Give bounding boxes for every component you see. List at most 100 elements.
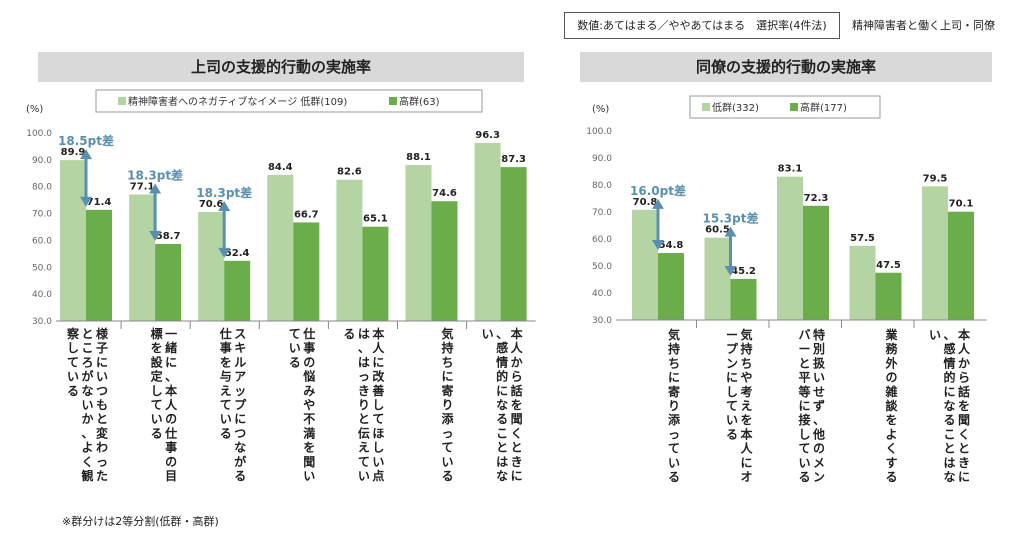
chart2-diff-arrow-head-up-2 [724, 226, 737, 237]
chart1-diff-label-1: 18.5pt差 [58, 133, 114, 148]
chart2-bar-low-4 [849, 245, 876, 320]
chart1-title: 上司の支援的行動の実施率 [191, 58, 371, 76]
chart1-data-label-high-7: 87.3 [501, 154, 526, 165]
chart2-diff-arrow-head-up-1 [652, 198, 664, 209]
chart2-category-label-2: 気持ちや考えを本人にオープンにしている [726, 327, 754, 484]
chart2-bar-low-1 [632, 209, 658, 320]
chart1-data-label-low-3: 70.6 [199, 199, 224, 210]
chart2-legend-label-2: 高群(177) [800, 101, 847, 114]
scale-note: 数値:あてはまる／ややあてはまる 選択率(4件法) [564, 12, 840, 39]
chart1-bar-high-3 [224, 260, 251, 321]
chart2-y-tick-label: 100.0 [586, 127, 612, 137]
chart1-data-label-high-3: 52.4 [225, 248, 250, 259]
chart1-category-label-3: スキルアップにつながる仕事を与えている [219, 326, 248, 483]
chart2-data-label-low-4: 57.5 [850, 233, 875, 244]
chart2-diff-label-1: 16.0pt差 [630, 183, 686, 198]
chart1-bar-low-4 [267, 174, 294, 321]
chart1-y-tick-label: 90.0 [32, 156, 52, 166]
chart2-y-tick-label: 90.0 [592, 154, 612, 164]
chart1-diff-arrow-head-down-3 [218, 247, 231, 258]
chart1-bar-high-1 [86, 209, 112, 321]
chart1-data-label-high-5: 65.1 [363, 214, 388, 225]
chart2-bar-high-1 [658, 253, 684, 320]
chart1-diff-arrow-head-down-1 [80, 196, 92, 207]
chart2-bar-low-5 [922, 186, 948, 320]
chart1-legend-swatch-1 [118, 97, 126, 105]
chart1-bar-high-2 [155, 243, 182, 321]
chart1-data-label-low-7: 96.3 [475, 130, 500, 141]
chart1-y-tick-label: 30.0 [32, 317, 52, 327]
chart1-category-label-2: 一緒に、本人の仕事の目標を設定している [151, 326, 179, 483]
chart1-bar-high-6 [431, 201, 458, 321]
chart1-data-label-low-5: 82.6 [337, 167, 362, 178]
chart1-category-label-1: 様子にいつもと変わったところがないか、よく観察している [67, 326, 109, 483]
chart1-data-label-low-1: 89.9 [61, 147, 86, 158]
chart2-category-label-3: 特別扱いせず、他のメンバーと平等に接している [797, 327, 826, 484]
chart2-data-label-low-5: 79.5 [923, 173, 948, 184]
chart1-data-label-high-4: 66.7 [294, 209, 319, 220]
chart1-legend-label-1: 精神障害者へのネガティブなイメージ 低群(109) [128, 95, 347, 108]
chart2-y-tick-label: 80.0 [592, 181, 612, 191]
chart1-y-tick-label: 50.0 [32, 263, 52, 273]
chart1-bar-low-5 [336, 179, 363, 321]
chart1-data-label-low-4: 84.4 [268, 162, 293, 173]
chart2-bar-high-5 [948, 211, 974, 320]
chart2-y-tick-label: 70.0 [592, 208, 612, 218]
chart2-category-label-1: 気持ちに寄り添っている [668, 327, 681, 484]
chart2-diff-arrow-head-down-2 [724, 265, 737, 276]
chart2-legend-label-1: 低群(332) [712, 101, 759, 114]
chart2-data-label-low-2: 60.5 [705, 225, 730, 236]
chart1-bar-high-7 [500, 167, 527, 321]
chart1-title-banner [38, 52, 524, 82]
respondents-label: 精神障害者と働く上司・同僚 [852, 19, 995, 32]
chart1-bar-low-6 [405, 164, 432, 321]
chart1-bar-low-2 [129, 194, 156, 321]
chart2-y-tick-label: 60.0 [592, 235, 612, 245]
chart1-category-label-7: 本人から話を聞くときに、感情的になることはない [482, 326, 524, 483]
chart1-diff-arrow-head-up-2 [149, 183, 162, 194]
chart1-y-tick-label: 80.0 [32, 183, 52, 193]
chart2-y-tick-label: 50.0 [592, 262, 612, 272]
grouping-footnote: ※群分けは2等分割(低群・高群) [62, 515, 219, 528]
chart1-y-axis-label: (%) [26, 104, 43, 115]
chart1-category-label-5: 本人に改善してほしい点は、はっきりと伝えている [343, 326, 385, 483]
chart1-data-label-low-6: 88.1 [406, 152, 431, 163]
chart1-legend-box [95, 89, 483, 113]
chart2-data-label-high-2: 45.2 [731, 266, 756, 277]
chart2-bar-high-3 [803, 205, 829, 320]
chart2-legend-box [689, 95, 881, 119]
chart1-y-tick-label: 100.0 [26, 129, 52, 139]
chart2-category-label-4: 業務外の雑談をよくする [884, 327, 898, 484]
chart1-data-label-high-2: 58.7 [156, 231, 181, 242]
chart2-data-label-high-4: 47.5 [876, 260, 901, 271]
chart2-y-axis-label: (%) [592, 104, 609, 115]
chart1-bar-low-1 [60, 160, 86, 321]
chart2-bar-high-2 [730, 278, 757, 320]
chart2-category-label-5: 本人から話を聞くときに、感情的になることはない [929, 327, 971, 484]
chart1-diff-arrow-head-up-3 [218, 200, 231, 211]
chart2-data-label-high-3: 72.3 [804, 193, 829, 204]
chart1-bar-low-3 [198, 211, 225, 321]
chart1-category-label-4: 仕事の悩みや不満を聞いている [289, 326, 316, 483]
chart2-title-banner [580, 52, 992, 82]
chart1-bar-high-5 [362, 226, 389, 321]
chart1-diff-arrow-head-down-2 [149, 230, 162, 241]
chart2-y-tick-label: 40.0 [592, 289, 612, 299]
chart1-bar-low-7 [474, 142, 501, 321]
chart1-legend-label-2: 高群(63) [399, 95, 440, 108]
chart2-legend-swatch-1 [702, 103, 710, 111]
chart1-y-tick-label: 40.0 [32, 290, 52, 300]
chart2-data-label-low-1: 70.8 [633, 197, 658, 208]
chart2-diff-arrow-head-down-1 [652, 240, 664, 251]
chart2-legend-swatch-2 [790, 103, 798, 111]
chart1-bar-high-4 [293, 222, 320, 321]
chart2-data-label-high-1: 54.8 [659, 240, 684, 251]
chart1-data-label-low-2: 77.1 [130, 182, 155, 193]
chart2-data-label-high-5: 70.1 [949, 199, 974, 210]
chart1-category-label-6: 気持ちに寄り添っている [441, 326, 454, 483]
chart1-diff-arrow-head-up-1 [80, 149, 92, 160]
chart2-y-tick-label: 30.0 [592, 316, 612, 326]
chart1-data-label-high-1: 71.4 [87, 197, 112, 208]
chart1-y-tick-label: 70.0 [32, 210, 52, 220]
